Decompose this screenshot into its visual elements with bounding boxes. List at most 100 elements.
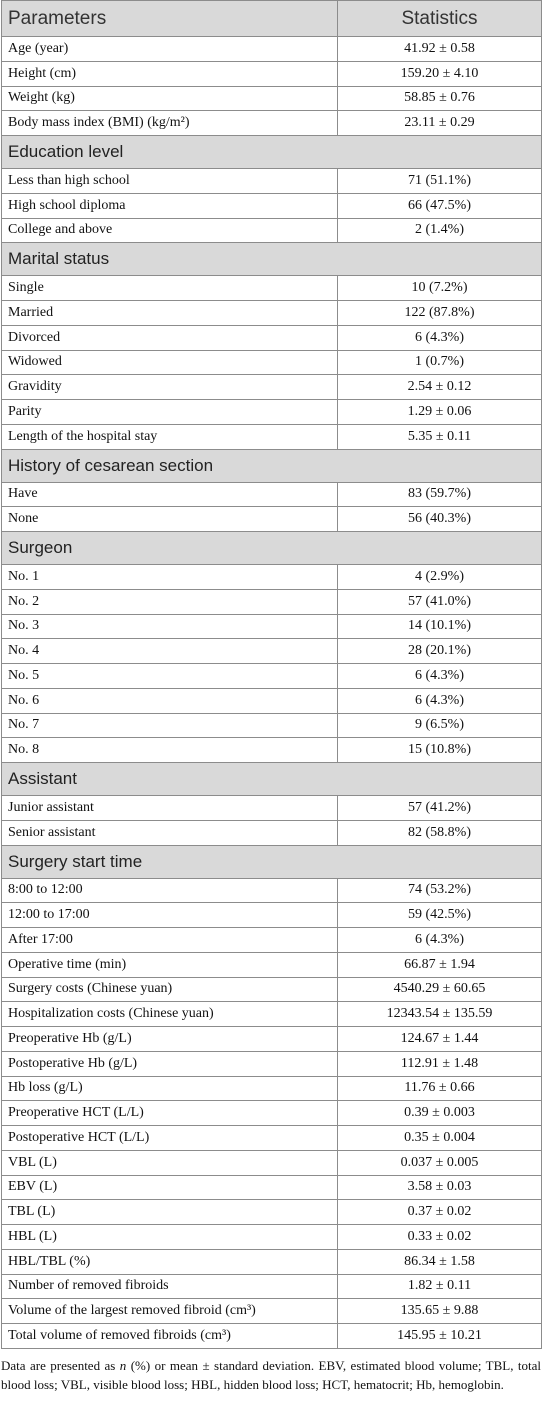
parameter-cell: TBL (L) [1,1199,338,1225]
data-row: Postoperative Hb (g/L) 112.91 ± 1.48 [1,1050,542,1077]
data-row: Widowed 1 (0.7%) [1,349,542,376]
statistic-cell: 0.037 ± 0.005 [337,1149,542,1176]
statistic-cell: 41.92 ± 0.58 [337,36,542,62]
data-row: None 56 (40.3%) [1,506,542,532]
parameter-cell: Parity [1,399,338,425]
data-row: EBV (L) 3.58 ± 0.03 [1,1174,542,1201]
header-row: Parameters Statistics [1,0,542,37]
section-row: Surgery start time [1,844,542,879]
header-cell: Statistics [337,0,542,37]
data-row: Weight (kg) 58.85 ± 0.76 [1,85,542,112]
data-row: Number of removed fibroids 1.82 ± 0.11 [1,1273,542,1300]
statistic-cell: 4 (2.9%) [337,564,542,590]
footnote-text: n [119,1358,127,1373]
statistic-cell: 57 (41.2%) [337,795,542,821]
data-row: VBL (L) 0.037 ± 0.005 [1,1149,542,1176]
statistic-cell: 59 (42.5%) [337,902,542,928]
statistic-cell: 6 (4.3%) [337,324,542,351]
parameter-cell: Number of removed fibroids [1,1273,338,1300]
data-row: Volume of the largest removed fibroid (c… [1,1298,542,1324]
parameter-cell: No. 1 [1,564,338,590]
parameter-cell: Gravidity [1,374,338,400]
data-row: Operative time (min) 66.87 ± 1.94 [1,951,542,978]
footnote-text: Data are presented as [1,1358,120,1373]
data-row: High school diploma 66 (47.5%) [1,192,542,219]
parameter-cell: Widowed [1,349,338,376]
data-row: Preoperative Hb (g/L) 124.67 ± 1.44 [1,1026,542,1052]
parameter-cell: Body mass index (BMI) (kg/m²) [1,110,338,136]
parameter-cell: Less than high school [1,168,338,194]
data-row: Hospitalization costs (Chinese yuan) 1234… [1,1001,542,1027]
statistic-cell: 9 (6.5%) [337,712,542,739]
section-label: Surgeon [1,531,542,565]
statistic-cell: 86.34 ± 1.58 [337,1248,542,1275]
data-row: No. 4 28 (20.1%) [1,638,542,664]
section-label: History of cesarean section [1,448,542,483]
data-row: No. 8 15 (10.8%) [1,737,542,763]
statistic-cell: 15 (10.8%) [337,737,542,763]
parameter-cell: No. 5 [1,663,338,689]
parameter-cell: Postoperative Hb (g/L) [1,1050,338,1077]
data-row: HBL (L) 0.33 ± 0.02 [1,1224,542,1250]
parameter-cell: HBL (L) [1,1224,338,1250]
parameter-cell: No. 6 [1,687,338,714]
section-row: Marital status [1,242,542,277]
statistic-cell: 122 (87.8%) [337,300,542,326]
statistic-cell: 23.11 ± 0.29 [337,110,542,136]
parameter-cell: Junior assistant [1,795,338,821]
data-row: 12:00 to 17:00 59 (42.5%) [1,902,542,928]
section-row: Education level [1,135,542,169]
data-row: Hb loss (g/L) 11.76 ± 0.66 [1,1075,542,1102]
section-row: Assistant [1,762,542,796]
statistic-cell: 2.54 ± 0.12 [337,374,542,400]
parameter-cell: College and above [1,217,338,244]
parameter-cell: None [1,506,338,532]
data-row: Divorced 6 (4.3%) [1,324,542,351]
statistic-cell: 6 (4.3%) [337,663,542,689]
statistic-cell: 82 (58.8%) [337,819,542,846]
data-row: Postoperative HCT (L/L) 0.35 ± 0.004 [1,1125,542,1151]
parameter-cell: Length of the hospital stay [1,423,338,450]
data-row: Have 83 (59.7%) [1,481,542,508]
parameter-cell: Single [1,275,338,301]
data-row: Gravidity 2.54 ± 0.12 [1,374,542,400]
parameter-cell: Have [1,481,338,508]
data-row: HBL/TBL (%) 86.34 ± 1.58 [1,1248,542,1275]
parameter-cell: Preoperative Hb (g/L) [1,1026,338,1052]
parameter-cell: Senior assistant [1,819,338,846]
data-row: No. 2 57 (41.0%) [1,588,542,615]
section-row: History of cesarean section [1,448,542,483]
data-row: Married 122 (87.8%) [1,300,542,326]
statistic-cell: 112.91 ± 1.48 [337,1050,542,1077]
parameter-cell: Age (year) [1,36,338,62]
data-row: Surgery costs (Chinese yuan) 4540.29 ± 60… [1,976,542,1003]
footnote: Data are presented as n (%) or mean ± st… [1,1356,541,1394]
parameter-cell: Surgery costs (Chinese yuan) [1,976,338,1003]
footnote-text: (%) or mean ± standard deviation. EBV, e… [1,1358,541,1392]
data-row: Body mass index (BMI) (kg/m²) 23.11 ± 0.2… [1,110,542,136]
statistic-cell: 56 (40.3%) [337,506,542,532]
statistic-cell: 12343.54 ± 135.59 [337,1001,542,1027]
table-body: Age (year) 41.92 ± 0.58 Height (cm) 159.20 … [1,36,542,1349]
statistic-cell: 0.37 ± 0.02 [337,1199,542,1225]
statistic-cell: 135.65 ± 9.88 [337,1298,542,1324]
parameter-cell: After 17:00 [1,927,338,953]
data-row: Senior assistant 82 (58.8%) [1,819,542,846]
parameter-cell: No. 3 [1,613,338,640]
data-row: TBL (L) 0.37 ± 0.02 [1,1199,542,1225]
data-row: After 17:00 6 (4.3%) [1,927,542,953]
parameter-cell: Postoperative HCT (L/L) [1,1125,338,1151]
statistic-cell: 4540.29 ± 60.65 [337,976,542,1003]
parameter-cell: Volume of the largest removed fibroid (c… [1,1298,338,1324]
parameter-cell: No. 7 [1,712,338,739]
parameter-cell: Height (cm) [1,60,338,87]
statistic-cell: 57 (41.0%) [337,588,542,615]
data-row: Age (year) 41.92 ± 0.58 [1,36,542,62]
statistic-cell: 14 (10.1%) [337,613,542,640]
statistic-cell: 11.76 ± 0.66 [337,1075,542,1102]
parameter-cell: Hospitalization costs (Chinese yuan) [1,1001,338,1027]
statistic-cell: 1.29 ± 0.06 [337,399,542,425]
